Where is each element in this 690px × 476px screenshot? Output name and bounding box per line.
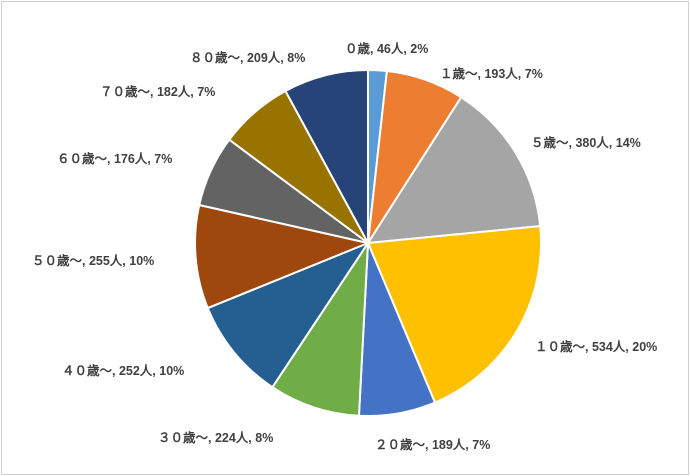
pie-slice (366, 225, 542, 404)
data-label: ３０歳～, 224人, 8% (158, 430, 273, 445)
pie-slices (194, 68, 542, 417)
pie-slice (194, 203, 372, 310)
data-label: １歳～, 193人, 7% (440, 66, 543, 81)
pie-slice (206, 240, 371, 389)
data-label: ５０歳～, 255人, 10% (32, 253, 154, 268)
data-labels: ０歳, 46人, 2% １歳～, 193人, 7% ５歳～, 380人, 14% １０… (32, 41, 657, 452)
data-label: ８０歳～, 209人, 8% (190, 50, 305, 65)
pie-slice (366, 95, 542, 245)
data-label: ６０歳～, 176人, 7% (57, 151, 172, 166)
data-label: ０歳, 46人, 2% (345, 41, 428, 56)
data-label: ７０歳～, 182人, 7% (100, 84, 215, 99)
pie-slice (284, 68, 369, 244)
data-label: ２０歳～, 189人, 7% (375, 437, 490, 452)
data-label: ５歳～, 380人, 14% (531, 135, 641, 150)
data-label: １０歳～, 534人, 20% (535, 339, 657, 354)
pie-slice (271, 239, 370, 417)
data-label: ４０歳～, 252人, 10% (62, 363, 184, 378)
